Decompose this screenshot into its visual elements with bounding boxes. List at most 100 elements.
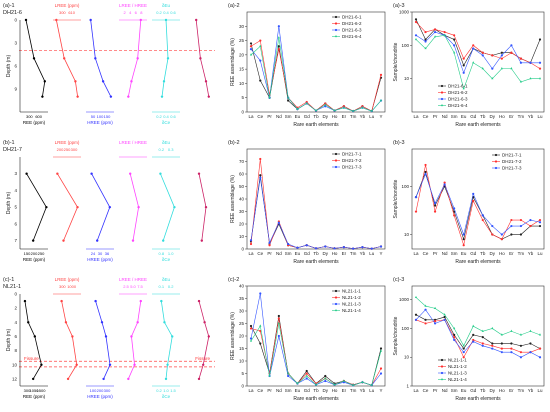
chond-series-point — [462, 356, 465, 359]
chond-legend-label: DH21-6-2 — [448, 90, 468, 95]
rel-x-tick-label: Sm — [285, 114, 292, 119]
bottom-tick-label: 1050 — [30, 388, 40, 393]
rel-series-point — [277, 221, 280, 224]
chond-series-point — [519, 233, 523, 236]
profile-line — [57, 173, 78, 241]
chond-series-point — [472, 333, 475, 336]
rel-series-point — [379, 73, 383, 76]
chond-x-tick-label: Er — [509, 388, 514, 393]
bottom-tick-label: 1.0 — [163, 388, 169, 393]
chond-series-point — [538, 38, 542, 41]
profile-point — [202, 363, 205, 366]
depth-axis-label: Depth (m) — [6, 329, 12, 352]
bottom-tick-label: 0.4 — [163, 114, 169, 119]
rel-y-tick-label: 30 — [239, 209, 245, 214]
rel-y-tick-label: 50 — [239, 184, 245, 189]
chond-x-tick-label: Pr — [433, 251, 438, 256]
chond-y-tick-label: 100 — [401, 43, 409, 48]
chond-series-point — [462, 238, 465, 241]
rel-series-point — [352, 383, 355, 386]
profile-line — [95, 300, 111, 380]
chond-series-point — [491, 342, 494, 345]
rel-y-axis-label: REE assemblage (%) — [230, 175, 236, 223]
chond-series-point — [529, 61, 532, 64]
rel-y-tick-label: 5 — [241, 95, 244, 100]
rel-y-tick-label: 70 — [239, 159, 245, 164]
rel-series-point — [277, 48, 280, 51]
rel-legend-label: NL21-1-3 — [342, 302, 361, 307]
top-axis-title: δEu — [162, 277, 171, 282]
chond-series-point — [472, 61, 475, 64]
chond-series-point — [519, 344, 523, 347]
chond-series-point — [491, 347, 494, 350]
chond-series-point — [491, 233, 494, 236]
chond-series-line — [415, 319, 541, 358]
rel-x-tick-label: Er — [342, 251, 347, 256]
bottom-tick-label: 150 — [24, 251, 31, 256]
chond-series-point — [500, 233, 503, 236]
chond-series-point — [510, 67, 513, 70]
profile-point — [104, 335, 108, 338]
rel-series-point — [277, 321, 280, 325]
profile-point — [43, 80, 46, 83]
rel-y-tick-label: 40 — [239, 197, 245, 202]
rel-x-tick-label: Gd — [304, 251, 311, 256]
chond-series-point — [510, 233, 513, 236]
rel-x-tick-label: Tb — [313, 114, 319, 119]
chond-series-point — [500, 351, 503, 354]
rel-x-tick-label: Nd — [276, 251, 282, 256]
chond-x-tick-label: Sm — [451, 251, 458, 256]
chond-series-point — [529, 218, 532, 222]
rel-series-point — [259, 342, 262, 345]
rel-y-tick-label: 35 — [239, 296, 245, 301]
rel-series-point — [249, 45, 253, 48]
depth-tick-label: 12 — [12, 376, 18, 381]
rel-series-point — [296, 381, 299, 385]
chond-legend-marker — [440, 103, 444, 107]
rel-series-point — [259, 39, 262, 42]
rel-series-point — [268, 374, 271, 377]
chond-legend-marker — [494, 153, 498, 157]
chond-series-point — [519, 351, 523, 354]
rel-x-tick-label: Tm — [350, 114, 357, 119]
rel-series-point — [287, 374, 290, 378]
chond-series-point — [491, 54, 494, 57]
rel-x-axis-label: Rare earth elements — [293, 122, 339, 128]
chond-series-point — [538, 77, 542, 80]
rel-series-point — [352, 247, 355, 250]
profile-point — [139, 18, 142, 22]
chond-x-tick-label: Nd — [442, 251, 448, 256]
chond-x-tick-label: Gd — [470, 114, 477, 119]
rel-y-tick-label: 20 — [239, 52, 245, 57]
profile-point — [40, 363, 43, 366]
chond-x-tick-label: Dy — [490, 251, 496, 256]
chond-x-tick-label: Pr — [433, 114, 438, 119]
rel-y-axis-label: REE assemblage (%) — [230, 38, 236, 86]
chond-series-point — [519, 224, 523, 228]
top-tick-label: 5.0 — [130, 284, 136, 289]
top-tick-label: 0.2 — [168, 284, 174, 289]
rel-series-point — [305, 372, 308, 375]
profile-point — [23, 299, 27, 303]
rel-x-tick-label: Er — [342, 114, 347, 119]
bottom-tick-label: 300 — [24, 388, 31, 393]
rel-x-tick-label: Pr — [267, 251, 272, 256]
profile-point — [94, 299, 97, 303]
depth-tick-label: 0 — [14, 292, 17, 297]
profile-point — [136, 321, 139, 324]
chond-series-point — [481, 54, 484, 57]
profile-point — [127, 377, 130, 381]
profile-point — [76, 205, 79, 209]
top-tick-label: 2.5 — [123, 284, 129, 289]
rel-x-tick-label: Eu — [295, 114, 301, 119]
profile-point — [64, 321, 68, 324]
depth-axis-label: Depth (m) — [6, 55, 12, 78]
chond-series-point — [481, 51, 484, 54]
chond-x-tick-label: Tm — [518, 388, 525, 393]
chond-series-point — [481, 214, 484, 217]
fissure-label: Fissure — [195, 356, 210, 361]
profile-point — [45, 205, 48, 209]
chond-series-point — [538, 224, 542, 228]
rel-series-line — [250, 40, 382, 112]
rel-series-point — [287, 96, 290, 99]
